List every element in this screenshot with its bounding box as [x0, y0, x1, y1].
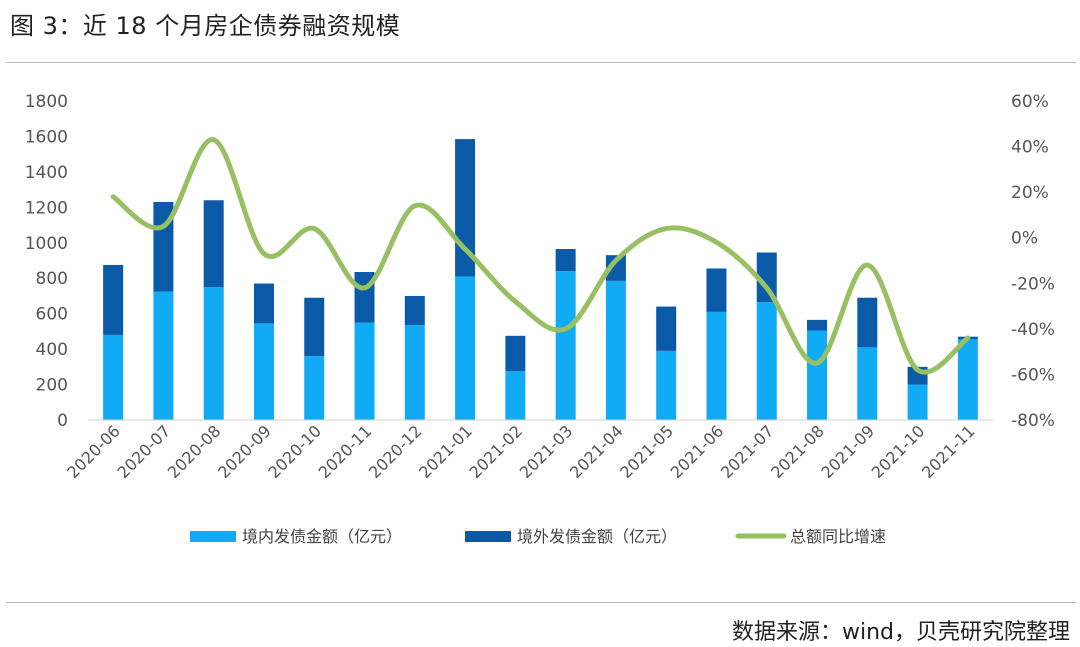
left-tick-label: 800 [36, 269, 68, 289]
x-axis: 2020-062020-072020-082020-092020-102020-… [63, 419, 993, 482]
left-tick-label: 400 [36, 340, 68, 360]
bar-overseas [505, 335, 526, 372]
x-tick-label: 2020-09 [214, 421, 275, 482]
x-tick-label: 2021-10 [868, 421, 929, 482]
left-tick-label: 1600 [25, 127, 68, 147]
bar-overseas [807, 319, 828, 331]
x-tick-label: 2021-09 [817, 421, 878, 482]
bar-overseas [605, 255, 626, 281]
x-tick-label: 2020-08 [164, 421, 225, 482]
bar-overseas [253, 283, 274, 324]
bar-domestic [354, 322, 375, 420]
growth-line [110, 137, 971, 375]
right-tick-label: 20% [1011, 183, 1049, 203]
x-tick-label: 2020-07 [114, 421, 175, 482]
x-tick-label: 2020-12 [365, 421, 426, 482]
bar-domestic [857, 347, 878, 420]
figure-title: 图 3：近 18 个月房企债券融资规模 [10, 12, 401, 40]
right-tick-label: -40% [1011, 320, 1055, 340]
bar-domestic [756, 302, 777, 420]
bar-domestic [807, 330, 828, 420]
x-tick-label: 2020-10 [264, 421, 325, 482]
bar-domestic [153, 291, 174, 420]
x-tick-label: 2020-11 [315, 421, 376, 482]
bottom-rule [6, 602, 1076, 603]
legend: 境内发债金额（亿元） 境外发债金额（亿元） 总额同比增速 [190, 527, 886, 546]
bar-domestic [907, 384, 928, 420]
right-tick-label: -80% [1011, 411, 1055, 431]
bar-overseas [706, 268, 727, 312]
right-tick-label: -60% [1011, 365, 1055, 385]
bar-domestic [957, 339, 978, 420]
legend-domestic-swatch [190, 531, 236, 542]
x-tick-label: 2021-11 [918, 421, 979, 482]
x-tick-label: 2021-04 [566, 421, 627, 482]
bar-domestic [605, 280, 626, 420]
left-axis: 0 200 400 600 800 1000 1200 1400 1600 1800 [25, 92, 68, 431]
right-axis: -80% -60% -40% -20% 0% 20% 40% 60% [1011, 92, 1055, 431]
bar-domestic [404, 325, 425, 420]
x-tick-label: 2021-07 [717, 421, 778, 482]
bar-domestic [706, 311, 727, 420]
legend-overseas-swatch [465, 531, 511, 542]
bar-domestic [656, 350, 677, 420]
bar-domestic [505, 371, 526, 420]
legend-growth-label: 总额同比增速 [790, 527, 886, 546]
top-rule [6, 62, 1076, 63]
left-tick-label: 1200 [25, 198, 68, 218]
bar-domestic [455, 276, 476, 420]
left-tick-label: 600 [36, 305, 68, 325]
bar-overseas [203, 200, 224, 288]
bar-domestic [103, 334, 124, 420]
source-note: 数据来源：wind，贝壳研究院整理 [731, 620, 1070, 645]
bar-domestic [203, 287, 224, 420]
left-tick-label: 200 [36, 376, 68, 396]
bars [103, 139, 978, 420]
right-tick-label: 40% [1011, 138, 1049, 158]
bar-overseas [404, 295, 425, 326]
legend-overseas-label: 境外发债金额（亿元） [517, 527, 677, 546]
x-tick-label: 2021-08 [767, 421, 828, 482]
left-tick-label: 1400 [25, 163, 68, 183]
x-tick-label: 2021-01 [415, 421, 476, 482]
legend-domestic-label: 境内发债金额（亿元） [242, 527, 402, 546]
bar-overseas [656, 306, 677, 351]
x-tick-label: 2021-06 [667, 421, 728, 482]
bar-overseas [304, 297, 325, 357]
x-tick-label: 2021-05 [616, 421, 677, 482]
bar-domestic [304, 356, 325, 420]
right-tick-label: 0% [1011, 229, 1038, 249]
bar-overseas [857, 297, 878, 348]
left-tick-label: 1000 [25, 234, 68, 254]
chart: 0 200 400 600 800 1000 1200 1400 1600 1800 -80% -6… [25, 92, 1055, 546]
bar-overseas [103, 264, 124, 335]
growth-line-layer [110, 137, 971, 375]
bar-domestic [555, 271, 576, 420]
left-tick-label: 1800 [25, 92, 68, 112]
x-tick-label: 2021-03 [516, 421, 577, 482]
bar-domestic [253, 323, 274, 420]
right-tick-label: 60% [1011, 92, 1049, 112]
x-tick-label: 2021-02 [465, 421, 526, 482]
left-tick-label: 0 [57, 411, 68, 431]
right-tick-label: -20% [1011, 274, 1055, 294]
bar-overseas [555, 248, 576, 272]
bar-overseas [756, 252, 777, 303]
x-tick-label: 2020-06 [63, 421, 124, 482]
